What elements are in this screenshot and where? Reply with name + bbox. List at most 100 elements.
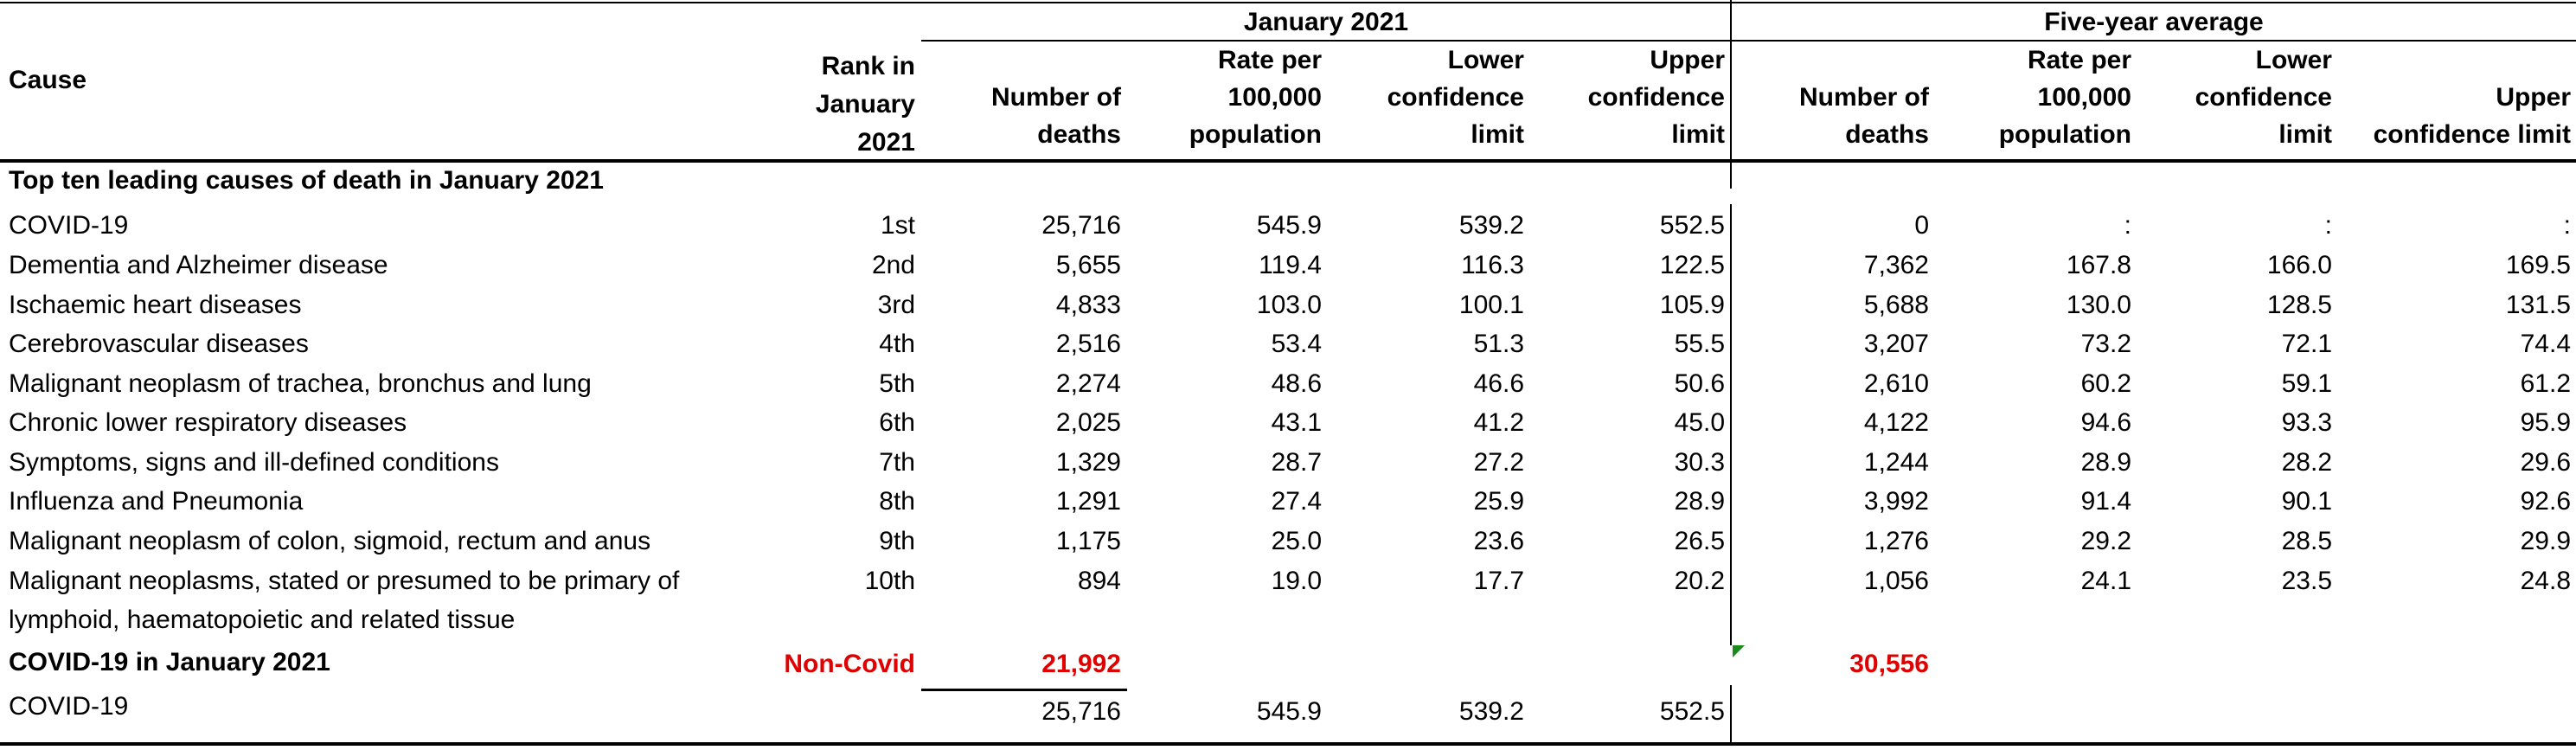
jan-value: 19.0	[1271, 567, 1322, 595]
five-col-header: Lower	[2255, 46, 2332, 74]
jan-value: 2,274	[1055, 369, 1121, 398]
header-bottom-rule	[0, 159, 2576, 163]
five-year-value: 60.2	[2080, 369, 2131, 398]
jan-value: 25.0	[1271, 527, 1322, 555]
five-year-value: 91.4	[2080, 487, 2131, 516]
row-rank: 1st	[880, 211, 915, 240]
jan-col-header: limit	[1671, 120, 1725, 149]
jan-value: 43.1	[1271, 408, 1322, 437]
five-year-value: :	[2124, 211, 2131, 240]
row-cause: Symptoms, signs and ill-defined conditio…	[9, 448, 499, 477]
five-year-value: 7,362	[1863, 251, 1929, 279]
covid-row-cause: COVID-19	[9, 692, 129, 721]
five-year-value: 90.1	[2281, 487, 2332, 516]
jan-col-header: Number of	[991, 83, 1121, 112]
five-col-header: Rate per	[2027, 46, 2131, 74]
jan-value: 5,655	[1055, 251, 1121, 279]
rank-header-line: January	[815, 90, 915, 119]
january-2021-group-header: January 2021	[1243, 8, 1409, 36]
five-year-value: :	[2324, 211, 2332, 240]
five-col-header: 100,000	[2037, 83, 2131, 112]
comment-indicator-icon[interactable]	[1733, 645, 1745, 657]
jan-col-header: Rate per	[1217, 46, 1322, 74]
jan-value: 55.5	[1674, 330, 1725, 358]
row-rank: 7th	[879, 448, 915, 477]
jan-value: 46.6	[1473, 369, 1524, 398]
five-year-value: 3,207	[1863, 330, 1929, 358]
non-covid-underline	[921, 689, 1127, 691]
row-rank: 2nd	[871, 251, 915, 279]
jan-value: 539.2	[1458, 211, 1524, 240]
five-year-value: 59.1	[2281, 369, 2332, 398]
five-year-value: 92.6	[2520, 487, 2571, 516]
jan-value: 20.2	[1674, 567, 1725, 595]
five-year-value: 1,244	[1863, 448, 1929, 477]
table-bottom-rule	[0, 742, 2576, 746]
jan-value: 1,329	[1055, 448, 1121, 477]
jan-value: 28.7	[1271, 448, 1322, 477]
row-cause: Malignant neoplasms, stated or presumed …	[9, 567, 680, 595]
group-header-underline	[921, 40, 2576, 42]
covid-row-jan-value: 552.5	[1659, 697, 1725, 726]
five-year-value: 169.5	[2505, 251, 2571, 279]
five-year-value: 61.2	[2520, 369, 2571, 398]
jan-value: 103.0	[1256, 291, 1322, 319]
jan-col-header: 100,000	[1227, 83, 1322, 112]
jan-value: 41.2	[1473, 408, 1524, 437]
row-cause: Malignant neoplasm of trachea, bronchus …	[9, 369, 592, 398]
jan-col-header: population	[1189, 120, 1322, 149]
five-year-value: 24.8	[2520, 567, 2571, 595]
five-year-value: 166.0	[2266, 251, 2332, 279]
jan-value: 25,716	[1041, 211, 1121, 240]
row-rank: 3rd	[877, 291, 915, 319]
row-rank: 4th	[879, 330, 915, 358]
rank-header-line: 2021	[857, 128, 915, 157]
row-cause: Cerebrovascular diseases	[9, 330, 309, 358]
covid-row-jan-value: 539.2	[1458, 697, 1524, 726]
row-cause: Malignant neoplasm of colon, sigmoid, re…	[9, 527, 651, 555]
jan-value: 105.9	[1659, 291, 1725, 319]
group-divider	[1730, 0, 1732, 189]
jan-col-header: Upper	[1650, 46, 1725, 74]
non-covid-five-year-total: 30,556	[1849, 650, 1929, 678]
non-covid-jan-total: 21,992	[1041, 650, 1121, 678]
five-year-value: 1,276	[1863, 527, 1929, 555]
jan-col-header: deaths	[1037, 120, 1121, 149]
jan-value: 26.5	[1674, 527, 1725, 555]
row-cause: lymphoid, haematopoietic and related tis…	[9, 606, 516, 634]
jan-value: 2,025	[1055, 408, 1121, 437]
jan-value: 116.3	[1461, 251, 1524, 279]
jan-value: 545.9	[1256, 211, 1322, 240]
five-col-header: limit	[2278, 120, 2332, 149]
five-year-value: 72.1	[2281, 330, 2332, 358]
five-col-header: population	[1998, 120, 2131, 149]
five-year-value: 73.2	[2080, 330, 2131, 358]
jan-value: 48.6	[1271, 369, 1322, 398]
five-year-value: 3,992	[1863, 487, 1929, 516]
five-col-header: deaths	[1845, 120, 1929, 149]
jan-value: 25.9	[1473, 487, 1524, 516]
jan-value: 119.4	[1259, 251, 1322, 279]
five-col-header: Upper	[2496, 83, 2571, 112]
five-year-value: 28.2	[2281, 448, 2332, 477]
jan-value: 122.5	[1659, 251, 1725, 279]
section-title: Top ten leading causes of death in Janua…	[9, 166, 604, 195]
jan-value: 50.6	[1674, 369, 1725, 398]
jan-value: 552.5	[1659, 211, 1725, 240]
jan-value: 28.9	[1674, 487, 1725, 516]
five-year-value: 2,610	[1863, 369, 1929, 398]
five-year-value: 131.5	[2505, 291, 2571, 319]
row-rank: 8th	[879, 487, 915, 516]
jan-value: 4,833	[1055, 291, 1121, 319]
row-cause: Chronic lower respiratory diseases	[9, 408, 407, 437]
row-cause: Ischaemic heart diseases	[9, 291, 302, 319]
jan-col-header: limit	[1471, 120, 1524, 149]
covid-section-title: COVID-19 in January 2021	[9, 648, 330, 676]
row-rank: 5th	[879, 369, 915, 398]
five-year-value: 23.5	[2281, 567, 2332, 595]
jan-value: 53.4	[1271, 330, 1322, 358]
five-year-value: 24.1	[2080, 567, 2131, 595]
jan-value: 30.3	[1674, 448, 1725, 477]
five-col-header: Number of	[1799, 83, 1929, 112]
